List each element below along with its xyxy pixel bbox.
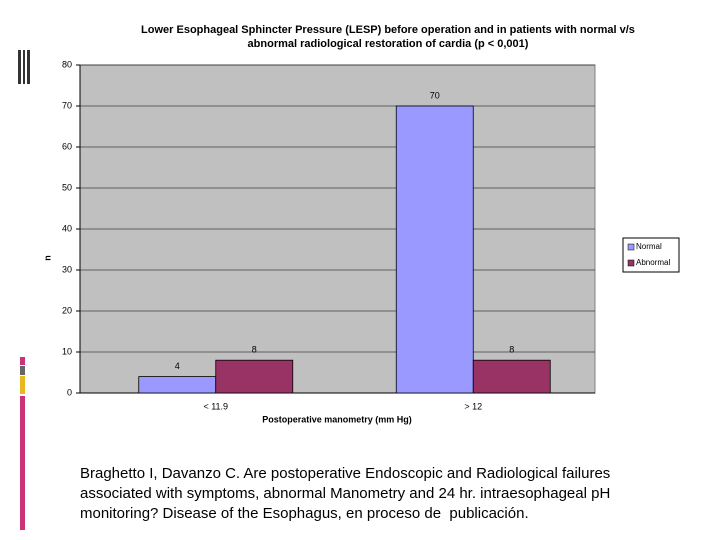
x-tick-label: < 11.9 [203,401,228,411]
decor [20,376,25,394]
caption-line: monitoring? Disease of the Esophagus, en… [80,505,529,522]
decor [23,50,25,84]
legend-swatch [627,243,635,251]
y-tick-label: 50 [62,182,72,192]
caption-line: associated with symptoms, abnormal Manom… [80,485,610,502]
y-tick-label: 10 [62,346,72,356]
decor [20,366,25,375]
chart-title: Lower Esophageal Sphincter Pressure (LES… [141,24,635,36]
legend-label: Normal [636,242,662,251]
bar [215,359,294,394]
y-tick-label: 40 [62,223,72,233]
y-tick-label: 30 [62,264,72,274]
y-tick-label: 80 [62,59,72,69]
legend-label: Abnormal [636,258,670,267]
y-tick-label: 60 [62,141,72,151]
data-label: 8 [509,345,514,355]
y-tick-label: 0 [67,387,72,397]
bar [138,376,217,394]
decor [18,50,21,84]
bar [395,105,474,394]
data-label: 70 [430,90,440,100]
y-tick-label: 20 [62,305,72,315]
bar [472,359,551,394]
decor [27,50,30,84]
caption-line: Braghetto I, Davanzo C. Are postoperativ… [80,465,610,482]
data-label: 8 [252,345,257,355]
decor [20,357,25,365]
legend-swatch [627,259,635,267]
x-tick-label: > 12 [464,401,482,411]
y-axis-label: n [42,255,52,261]
decor [20,396,25,530]
legend [622,237,680,273]
y-tick-label: 70 [62,100,72,110]
x-axis-label: Postoperative manometry (mm Hg) [262,414,412,424]
chart-title: abnormal radiological restoration of car… [248,38,529,50]
data-label: 4 [175,361,180,371]
